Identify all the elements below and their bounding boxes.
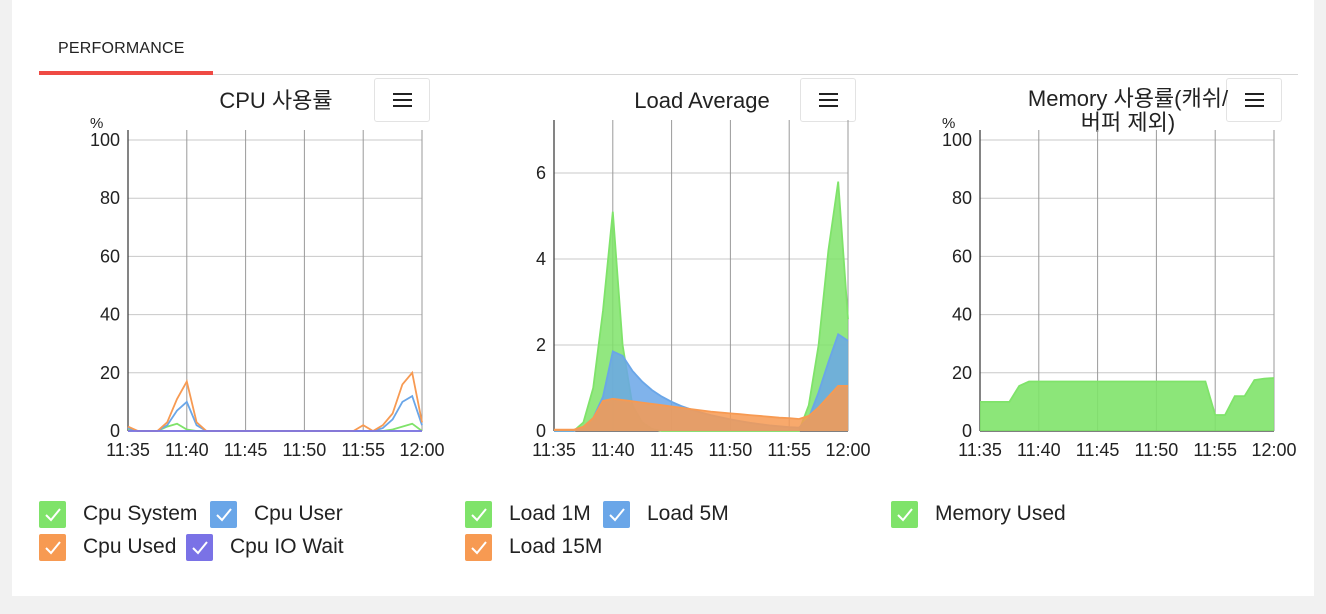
check-icon [465,534,492,561]
legend-checkbox[interactable] [891,501,918,528]
y-tick-label: 100 [90,130,120,150]
chart-title: CPU 사용률 [219,88,332,113]
legend-checkbox[interactable] [186,534,213,561]
cpu-chart-menu-button[interactable] [374,78,430,122]
legend-label: Memory Used [935,502,1066,525]
legend-checkbox[interactable] [465,534,492,561]
check-icon [210,501,237,528]
load-average-chart: Load Average 0 2 4 6 11:35 11:40 11:45 11:50 11:5… [512,78,932,478]
chart-svg: Load Average 0 2 4 6 11:35 11:40 11:45 11:50 11:5… [532,88,870,460]
y-tick-label: 60 [100,246,120,266]
x-tick-label: 11:50 [283,440,327,460]
hamburger-menu-icon-bar [1245,99,1264,101]
legend-checkbox[interactable] [39,501,66,528]
tab-performance[interactable]: PERFORMANCE [39,0,213,75]
x-tick-label: 11:40 [165,440,209,460]
x-tick-label: 11:45 [1076,440,1120,460]
x-tick-label: 12:00 [399,440,444,460]
y-tick-label: 100 [942,130,972,150]
chart-title: 버퍼 제외) [1081,110,1175,135]
series-line-memory-used [980,377,1275,416]
legend-label: Cpu User [254,502,343,525]
x-tick-label: 11:40 [591,440,635,460]
y-tick-label: 80 [952,188,972,208]
y-tick-label: 80 [100,188,120,208]
y-tick-label: 0 [110,421,120,441]
memory-usage-chart: Memory 사용률(캐쉬/버퍼 제외) 0 20 40 60 80 100% 11:35 11… [938,78,1326,478]
memory-legend: Memory Used [891,501,1271,541]
x-tick-label: 12:00 [1251,440,1296,460]
y-tick-label: 60 [952,246,972,266]
y-tick-label: 40 [952,305,972,325]
x-tick-label: 11:55 [341,440,385,460]
x-tick-label: 11:45 [224,440,268,460]
hamburger-menu-icon-bar [1245,105,1264,107]
legend-checkbox[interactable] [210,501,237,528]
check-icon [186,534,213,561]
x-tick-label: 11:55 [767,440,811,460]
hamburger-menu-icon-bar [819,105,838,107]
chart-title: Load Average [634,88,769,113]
legend-label: Load 5M [647,502,729,525]
x-tick-label: 11:45 [650,440,694,460]
legend-label: Load 15M [509,535,603,558]
x-tick-label: 11:35 [532,440,576,460]
series-area-load-15m [554,385,848,431]
x-tick-label: 12:00 [825,440,870,460]
cpu-legend: Cpu System Cpu User Cpu Used Cpu IO Wait [39,501,459,571]
memory-chart-menu-button[interactable] [1226,78,1282,122]
hamburger-menu-icon [1245,93,1264,95]
legend-label: Load 1M [509,502,591,525]
y-tick-label: 0 [962,421,972,441]
hamburger-menu-icon-bar [393,99,412,101]
x-tick-label: 11:35 [958,440,1002,460]
legend-checkbox[interactable] [39,534,66,561]
chart-svg: Memory 사용률(캐쉬/버퍼 제외) 0 20 40 60 80 100% 11:35 11… [942,86,1297,460]
tab-bar: PERFORMANCE [39,0,1298,75]
chart-svg: CPU 사용률 0 20 40 60 80 100% 11:35 11:40 11:45 11:50… [90,88,445,460]
hamburger-menu-icon [393,93,412,95]
y-tick-label: 20 [952,363,972,383]
y-tick-label: 0 [536,421,546,441]
hamburger-menu-icon-bar [819,99,838,101]
performance-panel: PERFORMANCE [12,0,1314,596]
x-tick-label: 11:35 [106,440,150,460]
y-tick-label: 6 [536,163,546,183]
series-line-cpu-used [127,370,423,433]
check-icon [603,501,630,528]
x-tick-label: 11:50 [709,440,753,460]
y-tick-label: 2 [536,335,546,355]
cpu-usage-chart: CPU 사용률 0 20 40 60 80 100% 11:35 11:40 11:45 11:50… [86,78,506,478]
y-axis-label: % [90,115,103,132]
tab-performance-label: PERFORMANCE [58,40,185,57]
hamburger-menu-icon [819,93,838,95]
series-area-memory-used [980,378,1274,431]
legend-label: Cpu IO Wait [230,535,344,558]
load-chart-menu-button[interactable] [800,78,856,122]
y-tick-label: 20 [100,363,120,383]
y-tick-label: 4 [536,249,546,269]
check-icon [465,501,492,528]
check-icon [39,534,66,561]
load-legend: Load 1M Load 5M Load 15M [465,501,885,571]
legend-label: Cpu System [83,502,198,525]
x-tick-label: 11:55 [1193,440,1237,460]
tab-active-indicator [39,71,213,75]
chart-title: Memory 사용률(캐쉬/ [1028,86,1229,111]
series-area-load-1m [554,181,848,431]
hamburger-menu-icon-bar [393,105,412,107]
x-tick-label: 11:40 [1017,440,1061,460]
y-tick-label: 40 [100,305,120,325]
y-axis-label: % [942,115,955,132]
check-icon [39,501,66,528]
check-icon [891,501,918,528]
legend-label: Cpu Used [83,535,177,558]
legend-checkbox[interactable] [603,501,630,528]
series-line-load-15m [554,385,848,431]
legend-checkbox[interactable] [465,501,492,528]
x-tick-label: 11:50 [1135,440,1179,460]
